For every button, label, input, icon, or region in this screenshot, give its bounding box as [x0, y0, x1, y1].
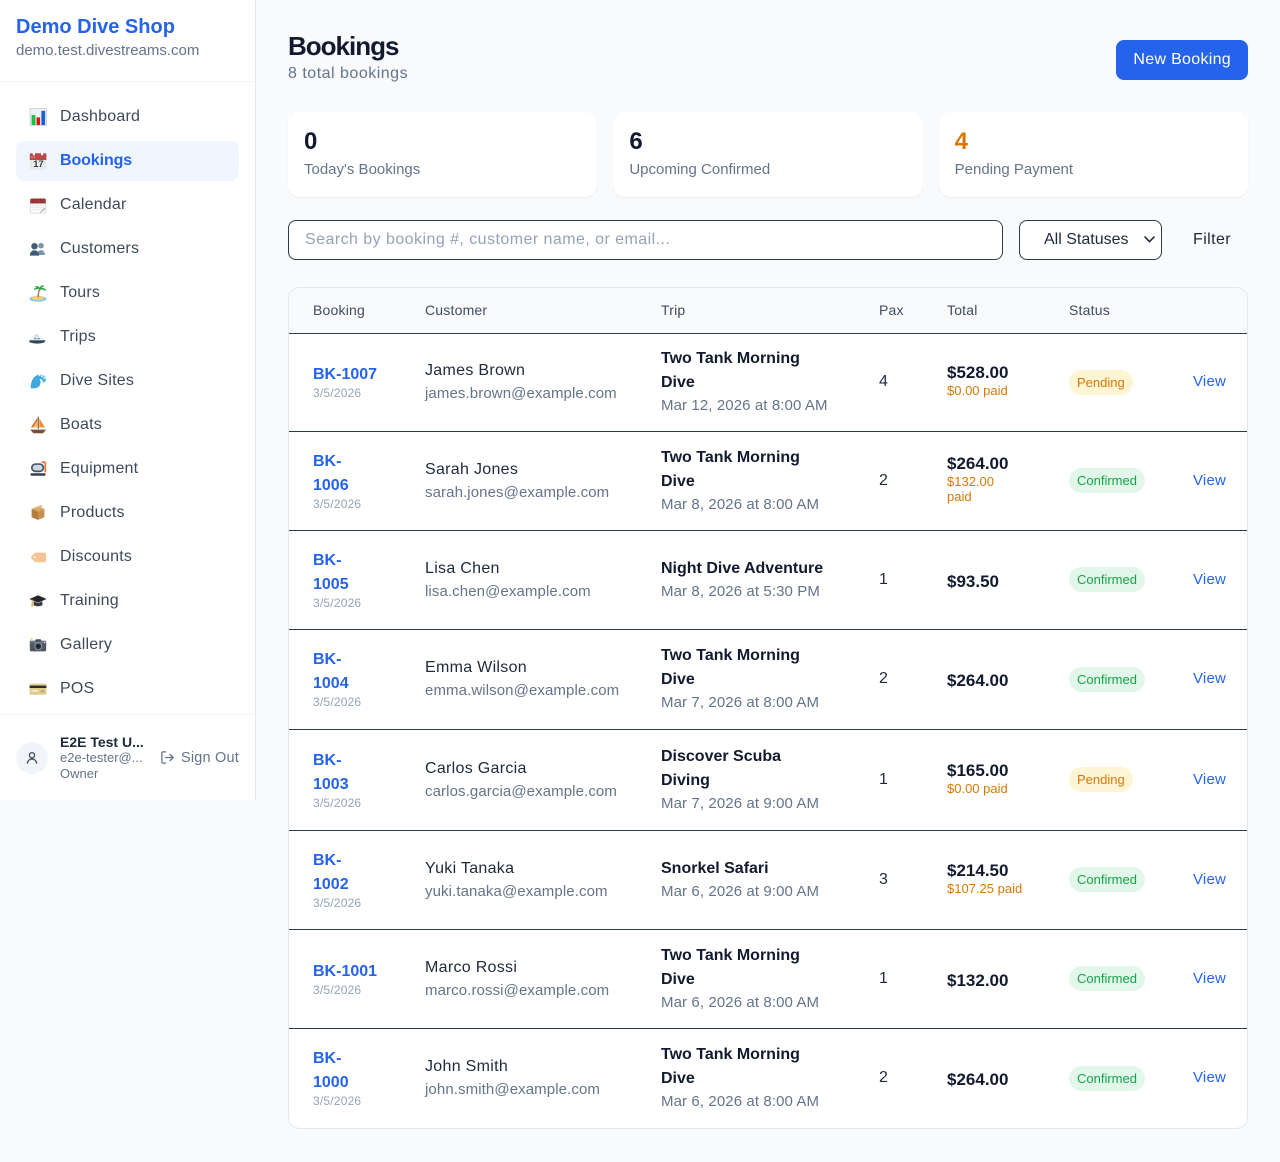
svg-text:17: 17 [33, 159, 43, 170]
